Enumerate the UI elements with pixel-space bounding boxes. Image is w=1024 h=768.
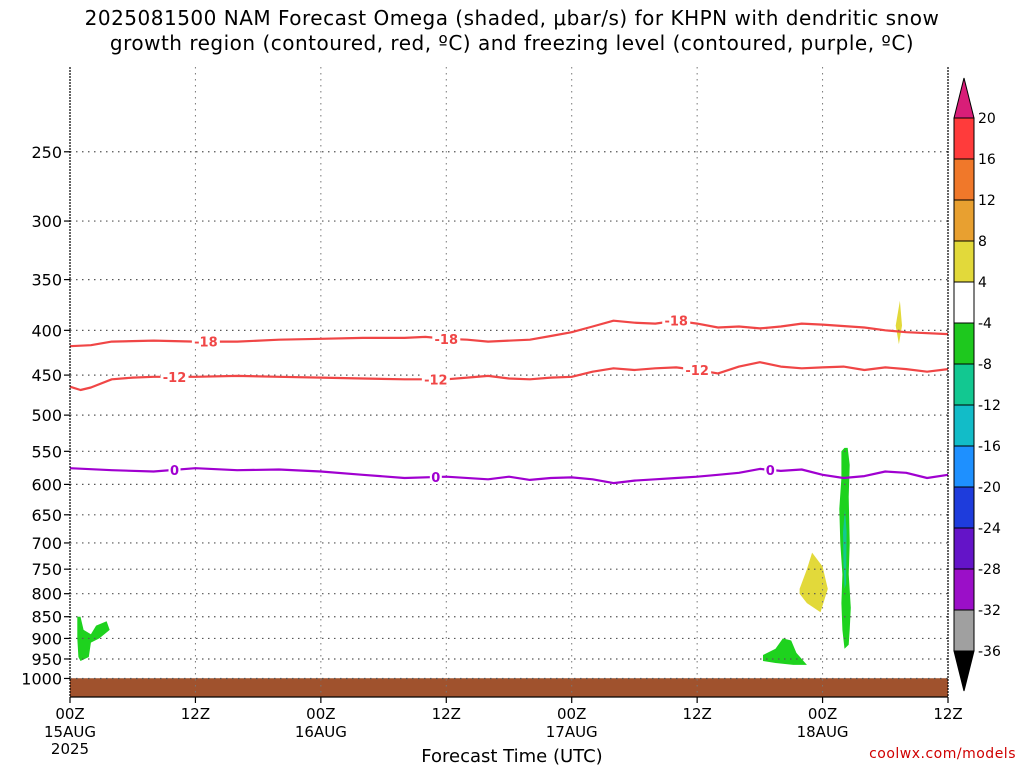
colorbar-label-9: -20 [978,480,1001,496]
colorbar-swatch-8 [953,445,975,488]
contour-label-0-0: -18 [194,336,218,351]
credit-link[interactable]: coolwx.com/models [869,746,1016,762]
contour-neg18-line [69,319,949,348]
colorbar-label-6: -8 [978,357,992,373]
contour-label-bg-0-1 [432,331,461,346]
colorbar-swatch-12 [953,609,975,652]
colorbar-label-1: 16 [978,152,996,168]
y-tick-label-850: 850 [31,608,62,627]
y-tick-label-900: 900 [31,629,62,648]
x-tick-date-2: 16AUG [295,723,347,741]
colorbar-swatch-9 [953,486,975,529]
y-tick-label-400: 400 [31,321,62,340]
x-tick-label-4: 00Z [557,705,586,723]
omega-shade-5 [843,508,847,589]
colorbar-label-0: 20 [978,111,996,127]
y-tick-label-700: 700 [31,534,62,553]
x-tick-label-7: 12Z [933,705,962,723]
colorbar-label-8: -16 [978,439,1001,455]
contour-label-bg-1-2 [683,362,712,377]
colorbar-swatch-6 [953,363,975,406]
colorbar-label-13: -36 [978,644,1001,660]
colorbar-swatch-10 [953,527,975,570]
y-tick-label-650: 650 [31,506,62,525]
contour-label-2-2: 0 [766,464,775,479]
x-tick-label-5: 12Z [682,705,711,723]
x-axis-label: Forecast Time (UTC) [421,746,603,767]
contour-label-bg-2-2 [764,462,777,477]
x-tick-label-3: 12Z [432,705,461,723]
colorbar-swatch-11 [953,568,975,611]
x-tick-date-6: 18AUG [797,723,849,741]
y-tick-label-750: 750 [31,560,62,579]
colorbar-label-12: -32 [978,603,1001,619]
terrain-strip [70,678,948,697]
y-tick-label-500: 500 [31,406,62,425]
chart-title: 2025081500 NAM Forecast Omega (shaded, μ… [0,6,1024,56]
colorbar-bottom-arrow [953,650,975,692]
y-tick-label-600: 600 [31,475,62,494]
contour-label-2-0: 0 [170,464,179,479]
colorbar-top-arrow [953,77,975,119]
x-tick-label-0: 00Z [55,705,84,723]
colorbar-label-2: 12 [978,193,996,209]
colorbar-swatch-7 [953,404,975,447]
colorbar-swatch-0 [953,117,975,160]
colorbar-label-3: 8 [978,234,987,250]
x-tick-label-1: 12Z [181,705,210,723]
x-tick-date-0: 15AUG [44,723,96,741]
contour-label-bg-0-2 [662,313,691,328]
contour-label-bg-2-0 [168,462,181,477]
contour-label-1-0: -12 [163,371,187,386]
contour-0-line [69,467,949,485]
chart-title-line2: growth region (contoured, red, ºC) and f… [109,31,915,55]
y-tick-label-300: 300 [31,212,62,231]
y-tick-label-350: 350 [31,271,62,290]
x-tick-date-4: 17AUG [546,723,598,741]
contour-label-bg-2-1 [429,470,442,485]
colorbar-label-7: -12 [978,398,1001,414]
colorbar-swatch-5 [953,322,975,365]
x-tick-label-2: 00Z [306,705,335,723]
contour-label-0-2: -18 [664,315,688,330]
colorbar-label-4: 4 [978,275,987,291]
contour-label-bg-1-1 [421,372,450,387]
y-tick-label-950: 950 [31,650,62,669]
x-tick-label-6: 00Z [808,705,837,723]
colorbar-label-5: -4 [978,316,992,332]
colorbar-swatch-1 [953,158,975,201]
colorbar-label-10: -24 [978,521,1001,537]
contour-label-1-1: -12 [424,373,448,388]
y-tick-label-550: 550 [31,442,62,461]
colorbar-label-11: -28 [978,562,1001,578]
chart-title-line1: 2025081500 NAM Forecast Omega (shaded, μ… [84,6,940,30]
y-tick-label-800: 800 [31,585,62,604]
x-tick-year-0: 2025 [51,740,89,758]
contour-neg12-line [69,361,949,392]
contour-label-2-1: 0 [431,471,440,486]
omega-shade-2 [799,552,828,613]
colorbar-swatch-2 [953,199,975,242]
colorbar-swatch-4 [953,281,975,324]
omega-shade-3 [895,300,902,345]
contour-label-bg-1-0 [160,369,189,384]
colorbar-swatch-3 [953,240,975,283]
omega-shade-1 [763,638,807,665]
y-tick-label-250: 250 [31,143,62,162]
contour-label-bg-0-0 [191,334,220,349]
contour-label-0-1: -18 [435,333,459,348]
contour-label-1-2: -12 [685,364,709,379]
y-tick-label-450: 450 [31,366,62,385]
omega-shade-0 [77,616,110,661]
y-tick-label-1000: 1000 [21,669,62,688]
